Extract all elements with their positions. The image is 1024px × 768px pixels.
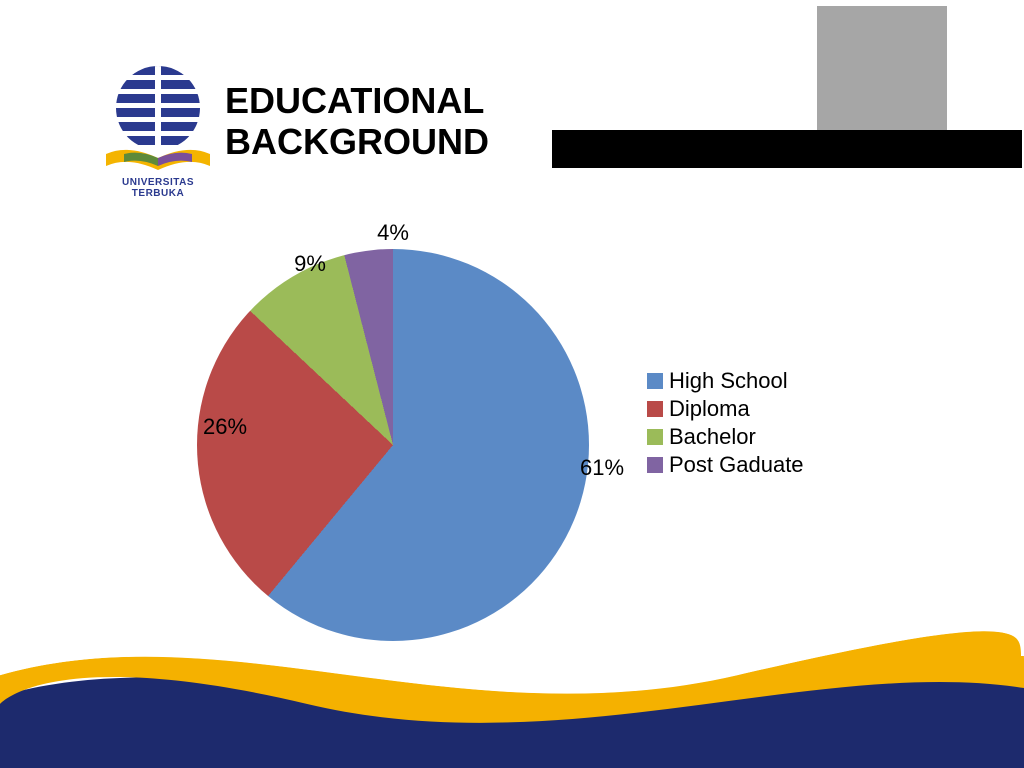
educational-pie-chart xyxy=(197,249,589,641)
chart-legend: High School Diploma Bachelor Post Gaduat… xyxy=(647,368,804,480)
legend-item-bachelor: Bachelor xyxy=(647,424,804,450)
legend-item-diploma: Diploma xyxy=(647,396,804,422)
footer-wave xyxy=(0,608,1024,768)
legend-item-post-graduate: Post Gaduate xyxy=(647,452,804,478)
university-logo: UNIVERSITAS TERBUKA xyxy=(98,60,218,199)
black-strip xyxy=(552,130,1022,168)
slide: { "header": { "title_line1": "EDUCATIONA… xyxy=(0,0,1024,768)
legend-swatch-icon xyxy=(647,429,663,445)
legend-label: Post Gaduate xyxy=(669,452,804,478)
legend-swatch-icon xyxy=(647,373,663,389)
legend-item-high-school: High School xyxy=(647,368,804,394)
pie-label-4pct: 4% xyxy=(377,220,409,246)
legend-label: Diploma xyxy=(669,396,750,422)
legend-label: High School xyxy=(669,368,788,394)
pie-label-9pct: 9% xyxy=(294,251,326,277)
page-title: EDUCATIONAL BACKGROUND xyxy=(225,80,489,163)
pie-label-61pct: 61% xyxy=(580,455,624,481)
legend-label: Bachelor xyxy=(669,424,756,450)
pie-label-26pct: 26% xyxy=(203,414,247,440)
logo-svg xyxy=(98,60,218,190)
legend-swatch-icon xyxy=(647,401,663,417)
title-line-2: BACKGROUND xyxy=(225,121,489,162)
title-line-1: EDUCATIONAL xyxy=(225,80,484,121)
gray-corner-block xyxy=(817,6,947,136)
legend-swatch-icon xyxy=(647,457,663,473)
